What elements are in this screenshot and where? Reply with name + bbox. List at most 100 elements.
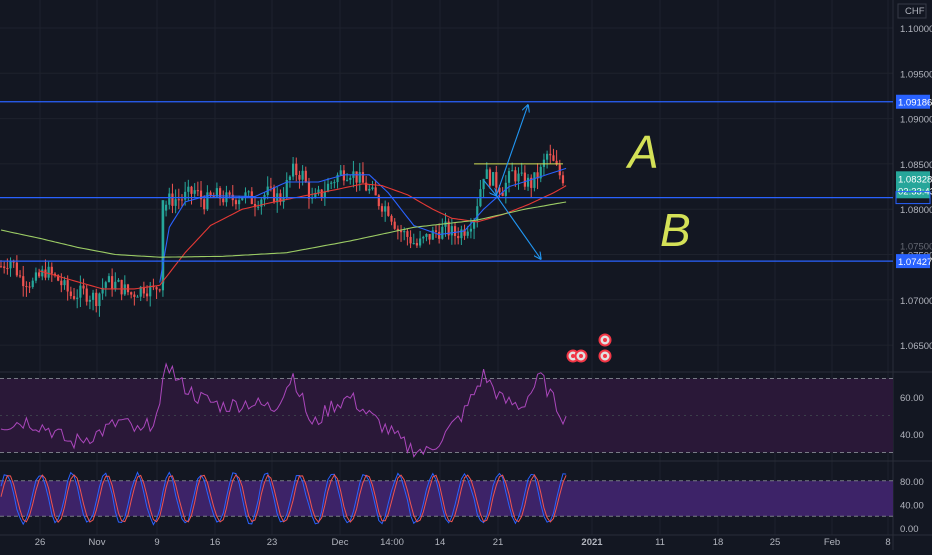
time-axis-tick-label: 8: [885, 537, 890, 548]
candle-body: [203, 199, 206, 210]
last-price-label-bg: [896, 171, 930, 199]
candle-body: [466, 231, 469, 236]
candle-body: [180, 199, 184, 201]
candle-body: [177, 199, 180, 201]
candle-body: [326, 183, 330, 192]
candle-body: [507, 171, 511, 183]
candle-body: [57, 275, 60, 281]
candle-body: [44, 269, 47, 278]
candle-body: [260, 199, 263, 207]
candle-body: [72, 296, 76, 299]
stoch-axis-tick-label: 0.00: [900, 524, 919, 535]
candle-body: [469, 228, 472, 232]
price-axis-tick-label: 1.10000: [900, 24, 932, 35]
candle-body: [104, 282, 107, 288]
candle-body: [234, 200, 238, 205]
event-marker-dot-icon: [571, 354, 575, 358]
candle-body: [25, 286, 28, 288]
time-axis-tick-label: 14: [435, 537, 446, 548]
candle-body: [228, 192, 231, 195]
candle-body: [295, 163, 298, 176]
candle-body: [355, 171, 358, 183]
time-axis-tick-label: 23: [267, 537, 278, 548]
candle-body: [342, 170, 345, 181]
moving-average-line: [38, 183, 567, 290]
last-price-label: 1.08328: [898, 174, 932, 185]
annotation-label-a: A: [625, 126, 659, 178]
candle-body: [107, 276, 111, 283]
candle-body: [155, 287, 158, 290]
time-axis-tick-label: 14:00: [380, 537, 404, 548]
candle-body: [253, 203, 257, 208]
projection-arrow[interactable]: [495, 195, 541, 259]
rsi-line: [0, 362, 567, 458]
candle-body: [158, 289, 161, 291]
candle-body: [533, 172, 536, 188]
candle-body: [492, 172, 495, 186]
candle-body: [415, 243, 419, 246]
candle-body: [399, 230, 403, 233]
candle-body: [136, 296, 139, 298]
candle-body: [546, 153, 549, 160]
candle-body: [212, 195, 215, 197]
rsi-axis-tick-label: 40.00: [900, 430, 924, 441]
candle-body: [91, 292, 95, 300]
candle-body: [206, 192, 209, 210]
candle-body: [406, 231, 409, 237]
candle-body: [539, 166, 542, 179]
projection-arrow[interactable]: [483, 179, 497, 195]
candle-body: [396, 228, 399, 231]
candle-body: [247, 191, 250, 193]
candle-body: [409, 236, 412, 244]
candle-body: [476, 206, 479, 221]
level-label-box: [895, 191, 931, 205]
price-axis-label-bg: [896, 254, 930, 269]
projection-arrow[interactable]: [495, 105, 528, 196]
candle-body: [171, 193, 174, 206]
time-axis-tick-label: 21: [493, 537, 504, 548]
price-axis-tick-label: 1.09500: [900, 69, 932, 80]
candle-body: [117, 279, 120, 282]
candle-body: [320, 189, 323, 198]
candle-body: [380, 206, 384, 212]
candle-body: [238, 200, 241, 205]
candle-body: [82, 285, 85, 289]
price-axis-tick-label: 1.06500: [900, 341, 932, 352]
candle-body: [66, 280, 69, 292]
price-axis-tick-label: 1.09000: [900, 115, 932, 126]
candle-body: [41, 269, 44, 277]
candle-body: [3, 266, 6, 269]
candle-body: [377, 195, 380, 207]
candle-body: [482, 178, 485, 190]
candle-body: [272, 186, 276, 203]
candle-body: [330, 182, 333, 184]
candle-body: [384, 206, 387, 212]
price-axis-label: 1.09186: [898, 98, 932, 109]
candle-body: [76, 297, 79, 299]
candle-body: [438, 231, 441, 239]
candle-body: [472, 220, 476, 229]
candle-body: [311, 197, 314, 199]
event-marker-dot-icon: [579, 354, 583, 358]
candle-body: [149, 285, 152, 297]
candle-body: [79, 285, 82, 298]
candle-body: [47, 266, 50, 278]
candle-body: [412, 243, 415, 245]
time-axis-tick-label: 2021: [581, 537, 603, 548]
candle-body: [60, 280, 63, 286]
candle-breakout: [161, 200, 165, 284]
candle-body: [165, 204, 168, 211]
price-axis-label-bg: [896, 94, 930, 109]
candle-body: [434, 230, 438, 232]
candle-body: [371, 187, 374, 189]
time-axis-tick-label: 26: [35, 537, 46, 548]
candle-body: [222, 198, 225, 203]
candle-body: [457, 235, 460, 239]
currency-box[interactable]: [897, 3, 927, 19]
candle-body: [526, 177, 530, 187]
candle-body: [257, 206, 260, 208]
candle-body: [317, 189, 320, 193]
